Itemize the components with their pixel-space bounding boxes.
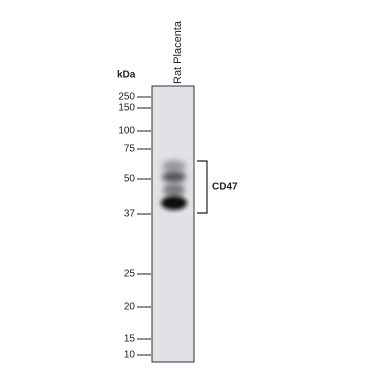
unit-label: kDa [117, 70, 136, 81]
band-label: CD47 [212, 182, 238, 193]
marker-label: 25 [124, 269, 136, 280]
marker-label: 20 [124, 302, 136, 313]
marker-label: 10 [124, 350, 136, 361]
marker-label: 100 [118, 126, 135, 137]
band-smear [161, 160, 187, 210]
lane-label: Rat Placenta [172, 20, 184, 84]
marker-label: 250 [118, 92, 135, 103]
marker-label: 150 [118, 103, 135, 114]
marker-label: 50 [124, 174, 136, 185]
lane [151, 85, 195, 363]
marker-label: 15 [124, 334, 136, 345]
band-bracket [197, 160, 208, 214]
marker-label: 75 [124, 144, 136, 155]
marker-label: 37 [124, 209, 136, 220]
